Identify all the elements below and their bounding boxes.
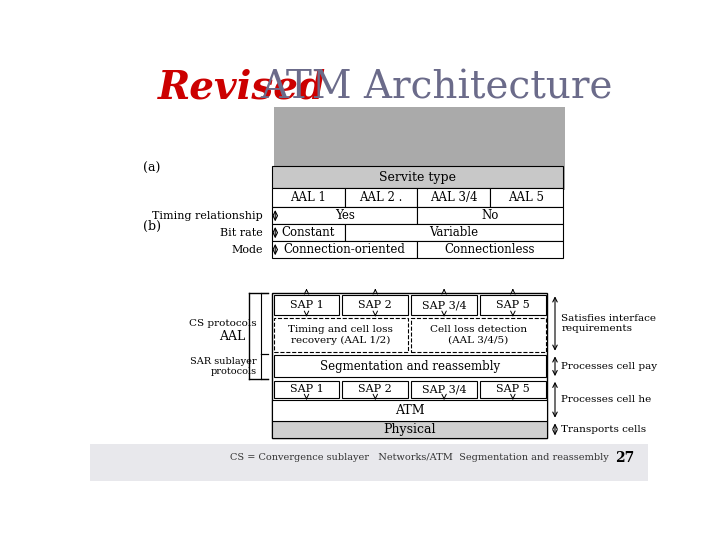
Text: (b): (b) (143, 220, 161, 233)
Text: Transports cells: Transports cells (561, 425, 647, 434)
Text: Timing and cell loss
recovery (AAL 1/2): Timing and cell loss recovery (AAL 1/2) (289, 325, 393, 345)
Bar (274, 318, 408, 352)
Text: 27: 27 (615, 450, 634, 464)
Bar (411, 381, 477, 398)
Bar (272, 188, 345, 207)
Text: Segmentation and reassembly: Segmentation and reassembly (320, 360, 500, 373)
Bar (274, 107, 565, 190)
Bar (411, 295, 477, 315)
Text: ATM: ATM (395, 403, 425, 417)
Bar (274, 381, 339, 398)
Text: SAP 3/4: SAP 3/4 (422, 384, 467, 394)
Text: Servite type: Servite type (379, 171, 456, 184)
Bar (490, 188, 563, 207)
Text: Yes: Yes (335, 209, 355, 222)
Text: CS = Convergence sublayer   Networks/ATM  Segmentation and reassembly: CS = Convergence sublayer Networks/ATM S… (230, 453, 608, 462)
Bar (272, 400, 547, 421)
Text: Processes cell he: Processes cell he (561, 395, 652, 404)
Text: AAL 1: AAL 1 (290, 191, 326, 204)
Text: Connectionless: Connectionless (445, 243, 536, 256)
Text: Mode: Mode (231, 245, 263, 254)
Bar (274, 355, 546, 377)
Text: SAR sublayer
protocols: SAR sublayer protocols (190, 356, 256, 376)
Text: SAP 2: SAP 2 (359, 300, 392, 310)
Bar (272, 241, 418, 258)
Text: AAL: AAL (219, 330, 245, 343)
Bar (274, 295, 339, 315)
Bar (343, 381, 408, 398)
Bar (480, 295, 546, 315)
Bar (272, 207, 418, 224)
Bar (418, 207, 563, 224)
Text: SAP 2: SAP 2 (359, 384, 392, 394)
Bar (343, 295, 408, 315)
Text: Bit rate: Bit rate (220, 228, 263, 238)
Bar (272, 224, 345, 241)
Text: SAP 5: SAP 5 (496, 300, 530, 310)
Text: SAP 3/4: SAP 3/4 (422, 300, 467, 310)
Text: Constant: Constant (282, 226, 335, 239)
Text: (a): (a) (143, 162, 160, 176)
Text: SAP 5: SAP 5 (496, 384, 530, 394)
Text: CS protocols: CS protocols (189, 319, 256, 328)
Text: AAL 2 .: AAL 2 . (359, 191, 402, 204)
Bar (345, 224, 563, 241)
Text: AAL 3/4: AAL 3/4 (430, 191, 477, 204)
Text: Revised: Revised (158, 69, 340, 107)
Text: ATM Architecture: ATM Architecture (261, 70, 613, 106)
Text: SAP 1: SAP 1 (289, 300, 323, 310)
Text: Connection-oriented: Connection-oriented (284, 243, 405, 256)
Bar (272, 294, 547, 438)
Text: Processes cell pay: Processes cell pay (561, 362, 657, 371)
Bar (272, 421, 547, 438)
Text: No: No (482, 209, 499, 222)
Bar (418, 241, 563, 258)
Text: SAP 1: SAP 1 (289, 384, 323, 394)
Bar (345, 188, 418, 207)
Text: Cell loss detection
(AAL 3/4/5): Cell loss detection (AAL 3/4/5) (430, 326, 527, 345)
Bar (272, 166, 563, 188)
Text: Satisfies interface
requirements: Satisfies interface requirements (561, 314, 656, 333)
Text: Variable: Variable (429, 226, 478, 239)
Text: AAL 5: AAL 5 (508, 191, 544, 204)
Bar (418, 188, 490, 207)
Bar (411, 318, 546, 352)
Bar (480, 381, 546, 398)
Text: Physical: Physical (384, 423, 436, 436)
Text: Timing relationship: Timing relationship (152, 211, 263, 221)
